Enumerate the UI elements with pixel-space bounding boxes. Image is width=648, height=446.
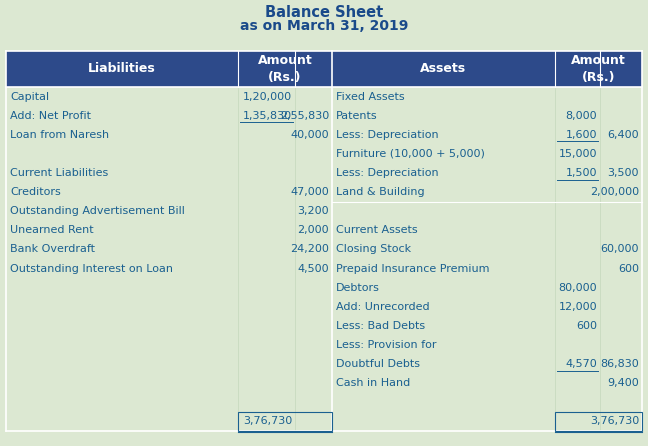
Text: Balance Sheet: Balance Sheet — [265, 5, 383, 20]
Text: Loan from Naresh: Loan from Naresh — [10, 130, 109, 140]
Bar — [6, 51, 332, 87]
Text: 6,400: 6,400 — [607, 130, 639, 140]
Bar — [555, 412, 642, 431]
Text: Land & Building: Land & Building — [336, 187, 424, 197]
Text: Fixed Assets: Fixed Assets — [336, 91, 404, 102]
Text: Cash in Hand: Cash in Hand — [336, 378, 410, 388]
Text: as on March 31, 2019: as on March 31, 2019 — [240, 19, 408, 33]
Text: Amount
(Rs.): Amount (Rs.) — [571, 54, 626, 83]
Text: Closing Stock: Closing Stock — [336, 244, 411, 255]
Text: 86,830: 86,830 — [600, 359, 639, 369]
Text: Add: Unrecorded: Add: Unrecorded — [336, 302, 430, 312]
Text: Assets: Assets — [421, 62, 467, 75]
Text: Capital: Capital — [10, 91, 49, 102]
Text: Current Assets: Current Assets — [336, 225, 417, 235]
Text: 1,35,830: 1,35,830 — [243, 111, 292, 121]
Text: Add: Net Profit: Add: Net Profit — [10, 111, 91, 121]
Text: Less: Depreciation: Less: Depreciation — [336, 130, 439, 140]
Text: 4,570: 4,570 — [565, 359, 597, 369]
Text: Liabilities: Liabilities — [88, 62, 156, 75]
Text: Amount
(Rs.): Amount (Rs.) — [258, 54, 312, 83]
Text: 3,200: 3,200 — [297, 206, 329, 216]
Text: 8,000: 8,000 — [565, 111, 597, 121]
Text: 1,20,000: 1,20,000 — [243, 91, 292, 102]
Text: Outstanding Advertisement Bill: Outstanding Advertisement Bill — [10, 206, 185, 216]
Text: 9,400: 9,400 — [607, 378, 639, 388]
Text: Less: Depreciation: Less: Depreciation — [336, 168, 439, 178]
Text: 2,55,830: 2,55,830 — [280, 111, 329, 121]
Text: 60,000: 60,000 — [601, 244, 639, 255]
Bar — [332, 51, 642, 87]
Text: 15,000: 15,000 — [559, 149, 597, 159]
Text: 2,000: 2,000 — [297, 225, 329, 235]
Text: Prepaid Insurance Premium: Prepaid Insurance Premium — [336, 264, 489, 273]
Text: Unearned Rent: Unearned Rent — [10, 225, 93, 235]
Text: Bank Overdraft: Bank Overdraft — [10, 244, 95, 255]
Text: Doubtful Debts: Doubtful Debts — [336, 359, 420, 369]
Text: 2,00,000: 2,00,000 — [590, 187, 639, 197]
Text: 3,76,730: 3,76,730 — [590, 417, 639, 426]
Text: 47,000: 47,000 — [290, 187, 329, 197]
Text: 4,500: 4,500 — [297, 264, 329, 273]
Text: Patents: Patents — [336, 111, 378, 121]
Text: Debtors: Debtors — [336, 283, 380, 293]
Text: 12,000: 12,000 — [559, 302, 597, 312]
Text: 600: 600 — [576, 321, 597, 331]
Text: 3,76,730: 3,76,730 — [243, 417, 292, 426]
Text: 600: 600 — [618, 264, 639, 273]
Text: Less: Bad Debts: Less: Bad Debts — [336, 321, 425, 331]
Text: 3,500: 3,500 — [608, 168, 639, 178]
Bar — [238, 412, 332, 431]
Text: 24,200: 24,200 — [290, 244, 329, 255]
Text: Creditors: Creditors — [10, 187, 61, 197]
Text: Current Liabilities: Current Liabilities — [10, 168, 108, 178]
Text: Less: Provision for: Less: Provision for — [336, 340, 437, 350]
Text: 1,500: 1,500 — [566, 168, 597, 178]
Text: Furniture (10,000 + 5,000): Furniture (10,000 + 5,000) — [336, 149, 485, 159]
Text: 40,000: 40,000 — [290, 130, 329, 140]
Text: 1,600: 1,600 — [566, 130, 597, 140]
Text: Outstanding Interest on Loan: Outstanding Interest on Loan — [10, 264, 173, 273]
Text: 80,000: 80,000 — [559, 283, 597, 293]
